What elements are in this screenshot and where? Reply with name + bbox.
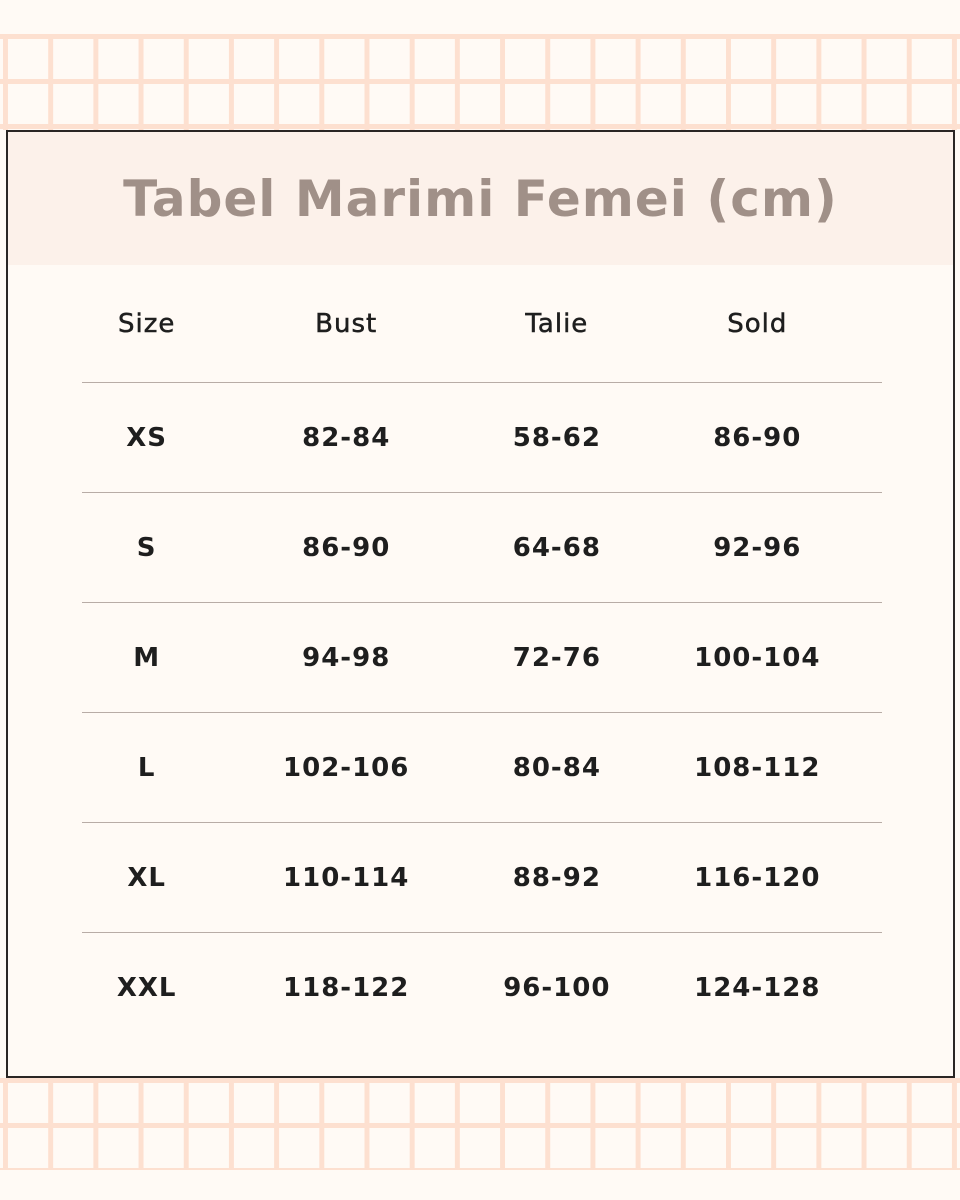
cell-talie: 96-100 (503, 972, 611, 1003)
cell-talie: 88-92 (512, 862, 601, 893)
table-row: M 94-98 72-76 100-104 (82, 603, 882, 713)
grid-pattern-bottom (0, 1078, 960, 1170)
cell-size: S (136, 532, 157, 563)
cell-size: XS (126, 422, 168, 453)
cell-bust: 118-122 (283, 972, 410, 1003)
grid-pattern-top (0, 34, 960, 130)
cell-bust: 82-84 (302, 422, 391, 453)
cell-size: L (137, 752, 156, 783)
cell-size: XL (127, 862, 166, 893)
cell-talie: 72-76 (512, 642, 601, 673)
column-header-talie: Talie (525, 308, 589, 339)
cell-sold: 92-96 (713, 532, 802, 563)
column-header-sold: Sold (727, 308, 788, 339)
page-title: Tabel Marimi Femei (cm) (123, 169, 838, 228)
cell-sold: 86-90 (713, 422, 802, 453)
table-row: XL 110-114 88-92 116-120 (82, 823, 882, 933)
cell-bust: 110-114 (283, 862, 410, 893)
size-table: Size Bust Talie Sold XS 82-84 58-62 86-90 S 8… (82, 265, 882, 1042)
table-row: XS 82-84 58-62 86-90 (82, 383, 882, 493)
cell-bust: 94-98 (302, 642, 391, 673)
table-row: XXL 118-122 96-100 124-128 (82, 933, 882, 1042)
cell-size: XXL (116, 972, 177, 1003)
cell-size: M (133, 642, 161, 673)
title-band: Tabel Marimi Femei (cm) (8, 132, 953, 265)
column-header-bust: Bust (315, 308, 378, 339)
table-header-row: Size Bust Talie Sold (82, 265, 882, 383)
table-row: L 102-106 80-84 108-112 (82, 713, 882, 823)
cell-bust: 86-90 (302, 532, 391, 563)
cell-talie: 80-84 (512, 752, 601, 783)
cell-sold: 116-120 (694, 862, 821, 893)
cell-bust: 102-106 (283, 752, 410, 783)
cell-sold: 100-104 (694, 642, 821, 673)
table-row: S 86-90 64-68 92-96 (82, 493, 882, 603)
column-header-size: Size (117, 308, 176, 339)
cell-sold: 108-112 (694, 752, 821, 783)
cell-talie: 58-62 (512, 422, 601, 453)
cell-talie: 64-68 (512, 532, 601, 563)
cell-sold: 124-128 (694, 972, 821, 1003)
size-chart-card: Tabel Marimi Femei (cm) Size Bust Talie … (6, 130, 955, 1078)
